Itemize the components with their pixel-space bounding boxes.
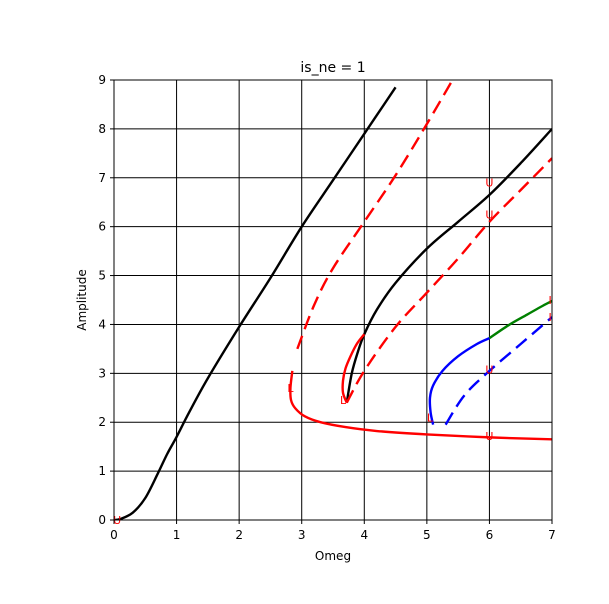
series-line-3 — [289, 370, 552, 441]
x-tick-label: 7 — [548, 528, 556, 542]
y-tick-label: 7 — [98, 171, 106, 185]
y-tick-label: 3 — [98, 366, 106, 380]
x-tick-label: 0 — [110, 528, 118, 542]
series-line-1 — [114, 86, 397, 520]
bifurcation-marker: L — [340, 394, 347, 407]
y-tick-label: 9 — [98, 73, 106, 87]
x-tick-label: 6 — [486, 528, 494, 542]
series-line-2 — [345, 128, 552, 403]
x-axis-label: Omeg — [315, 549, 351, 563]
series-line-6 — [345, 157, 552, 404]
y-tick-label: 1 — [98, 464, 106, 478]
series-line-9 — [488, 299, 552, 340]
series-line-8 — [444, 316, 552, 426]
y-tick-label: 6 — [98, 220, 106, 234]
series-line-5 — [296, 80, 454, 350]
bifurcation-marker: L — [427, 411, 434, 424]
plot-frame — [113, 79, 553, 521]
bifurcation-marker: U — [485, 177, 493, 190]
x-tick-label: 2 — [235, 528, 243, 542]
bifurcation-marker: L — [287, 382, 294, 395]
bifurcation-marker: I — [548, 311, 551, 324]
x-tick-label: 3 — [298, 528, 306, 542]
x-tick-label: 1 — [173, 528, 181, 542]
x-tick-label: 4 — [360, 528, 368, 542]
bifurcation-marker: U — [485, 208, 493, 221]
bifurcation-marker: U — [485, 430, 493, 443]
series-layer — [114, 80, 552, 520]
y-tick-label: 2 — [98, 415, 106, 429]
ticks: 0 1 2 3 4 5 6 7 0 1 2 3 4 5 6 7 8 9 — [98, 73, 555, 542]
y-tick-label: 4 — [98, 317, 106, 331]
series-line-7 — [428, 337, 490, 425]
x-tick-label: 5 — [423, 528, 431, 542]
y-axis-label: Amplitude — [75, 269, 89, 331]
chart-title: is_ne = 1 — [300, 60, 365, 76]
y-tick-label: 5 — [98, 269, 106, 283]
series-line-4 — [341, 333, 366, 404]
y-tick-label: 0 — [98, 513, 106, 527]
bifurcation-marker: U — [485, 363, 493, 376]
bifurcation-marker: I — [548, 294, 551, 307]
y-tick-label: 8 — [98, 122, 106, 136]
